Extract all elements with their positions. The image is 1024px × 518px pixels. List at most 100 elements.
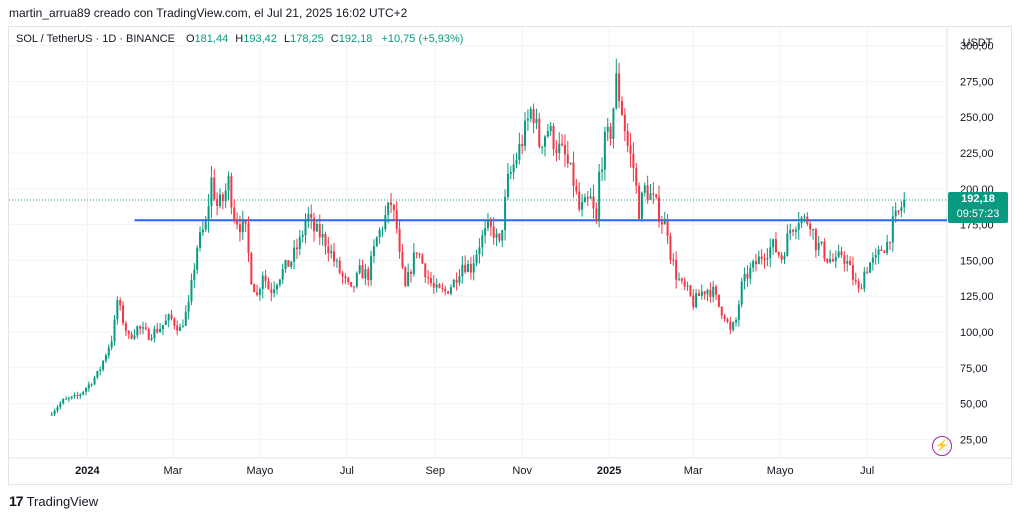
candle-body <box>110 341 113 348</box>
horizontal-line-layer <box>9 199 947 222</box>
candle-body <box>455 279 458 283</box>
candle-body <box>324 233 327 247</box>
candle-body <box>601 169 604 172</box>
open-label: O <box>186 33 195 45</box>
candle-body <box>107 347 110 356</box>
candle-body <box>509 172 512 174</box>
candle-body <box>595 208 598 222</box>
candle-body <box>153 328 156 339</box>
candle-body <box>150 338 153 340</box>
currency-button[interactable]: USDT <box>962 37 993 49</box>
candle-body <box>76 394 79 396</box>
candle-body <box>438 284 441 288</box>
candle-body <box>84 388 87 392</box>
x-tick-label: Mar <box>684 465 703 477</box>
candle-body <box>333 251 336 262</box>
candle-body <box>233 207 236 221</box>
candle-body <box>649 193 652 200</box>
candle-body <box>73 394 76 397</box>
candle-body <box>261 275 264 290</box>
y-tick-label: 150,00 <box>960 255 994 267</box>
lightning-icon[interactable]: ⚡ <box>932 436 952 456</box>
candle-body <box>421 255 424 264</box>
candle-body <box>122 305 125 324</box>
candle-body <box>837 251 840 257</box>
candle-body <box>341 272 344 277</box>
symbol-name: SOL / TetherUS · 1D · BINANCE <box>16 33 175 45</box>
candle-body <box>355 272 358 287</box>
candle-body <box>199 232 202 248</box>
candle-body <box>347 277 350 283</box>
candle-body <box>287 260 290 267</box>
candle-body <box>344 276 347 278</box>
candle-body <box>871 257 874 263</box>
candle-body <box>99 369 102 371</box>
candle-body <box>512 164 515 173</box>
candle-body <box>752 261 755 268</box>
candle-body <box>886 241 889 253</box>
candle-body <box>495 233 498 238</box>
candle-body <box>424 263 427 278</box>
candle-body <box>130 333 133 339</box>
candle-body <box>683 280 686 287</box>
candle-body <box>53 410 56 415</box>
candle-body <box>757 256 760 265</box>
candle-body <box>270 289 273 294</box>
candle-body <box>284 260 287 269</box>
candle-body <box>541 146 544 148</box>
candle-body <box>435 284 438 288</box>
candle-body <box>190 279 193 302</box>
candle-body <box>623 114 626 132</box>
candle-body <box>558 143 561 153</box>
candle-body <box>697 293 700 296</box>
candle-body <box>247 223 250 254</box>
candle-body <box>196 247 199 270</box>
candle-body <box>789 229 792 234</box>
candle-body <box>96 370 99 378</box>
candle-body <box>392 204 395 211</box>
candle-body <box>79 394 82 396</box>
low-label: L <box>283 33 291 45</box>
candle-body <box>327 246 330 254</box>
candle-body <box>116 300 119 320</box>
y-tick-label: 50,00 <box>960 399 988 411</box>
candle-body <box>700 291 703 296</box>
candle-body <box>136 326 139 336</box>
candle-body <box>372 246 375 256</box>
candle-body <box>749 267 752 279</box>
candle-body <box>546 131 549 137</box>
candle-body <box>253 284 256 293</box>
candle-body <box>646 185 649 200</box>
candle-body <box>358 265 361 273</box>
candle-body <box>535 118 538 124</box>
candle-body <box>224 190 227 202</box>
candle-body <box>93 377 96 385</box>
last-price: 192,18 <box>961 193 995 205</box>
candle-body <box>715 286 718 295</box>
candle-body <box>717 294 720 307</box>
candle-body <box>236 220 239 225</box>
candle-body <box>806 216 809 224</box>
candle-body <box>113 319 116 342</box>
candle-body <box>267 280 270 290</box>
tradingview-logo[interactable]: 17 TradingView <box>9 493 98 509</box>
close-value: 192,18 <box>338 33 373 45</box>
candle-body <box>538 118 541 147</box>
candle-body <box>170 314 173 319</box>
high-label: H <box>235 33 244 45</box>
last-price-badge: 192,18 09:57:23 <box>948 192 1008 223</box>
candle-body <box>370 255 373 281</box>
candle-body <box>606 126 609 132</box>
candle-body <box>50 414 53 416</box>
candle-body <box>766 257 769 260</box>
candle-body <box>444 288 447 292</box>
candle-body <box>321 233 324 238</box>
candle-body <box>56 407 59 411</box>
candle-body <box>774 239 777 253</box>
candle-body <box>475 254 478 264</box>
candle-body <box>763 258 766 260</box>
candle-body <box>390 202 393 205</box>
close-label: C <box>330 33 339 45</box>
candle-body <box>204 220 207 230</box>
